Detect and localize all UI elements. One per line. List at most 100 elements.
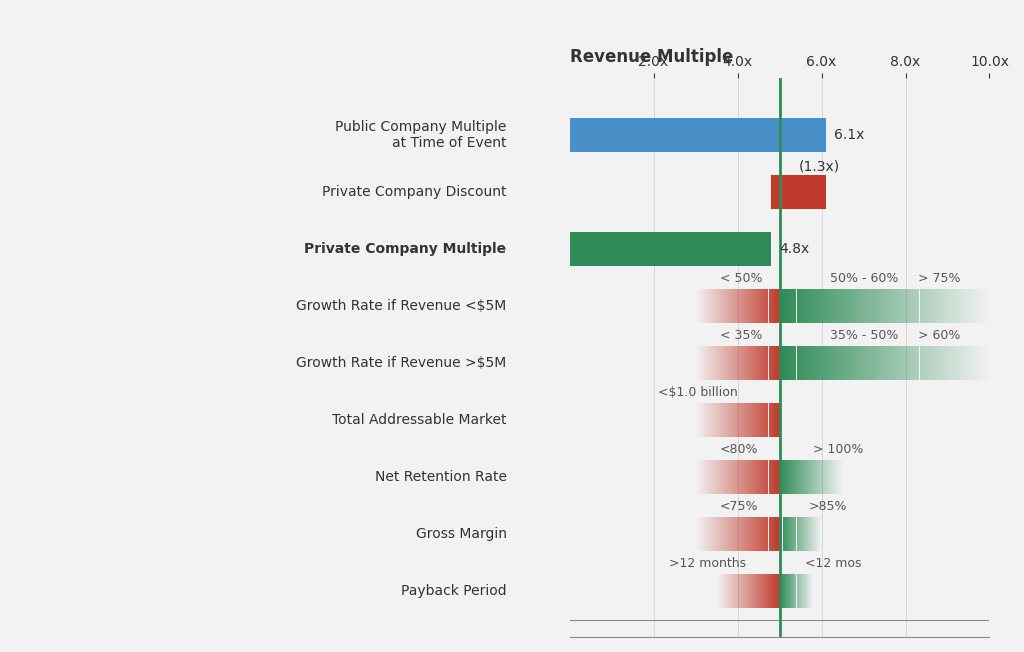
Bar — [785, 346, 788, 380]
Bar — [811, 346, 813, 380]
Bar — [843, 346, 845, 380]
Bar — [983, 289, 985, 323]
Bar — [975, 289, 977, 323]
Bar — [979, 346, 981, 380]
Bar — [809, 346, 811, 380]
Text: > 100%: > 100% — [813, 443, 863, 456]
Bar — [947, 346, 949, 380]
Bar — [888, 346, 890, 380]
Bar — [909, 289, 911, 323]
Bar — [890, 289, 892, 323]
Bar — [813, 289, 815, 323]
Text: Private Company Multiple: Private Company Multiple — [304, 243, 507, 256]
Bar — [866, 346, 868, 380]
Bar — [793, 346, 795, 380]
Bar — [880, 289, 882, 323]
Text: >85%: >85% — [809, 499, 848, 512]
Bar — [957, 346, 959, 380]
Text: 6.1x: 6.1x — [835, 128, 864, 142]
Bar — [852, 346, 854, 380]
Bar — [886, 289, 888, 323]
Bar — [833, 289, 835, 323]
Bar — [971, 289, 973, 323]
Bar — [569, 118, 825, 153]
Bar — [981, 346, 983, 380]
Bar — [941, 289, 943, 323]
Bar — [799, 346, 801, 380]
Bar — [907, 346, 909, 380]
Bar — [900, 289, 902, 323]
Bar — [824, 289, 826, 323]
Bar — [911, 346, 913, 380]
Bar — [975, 346, 977, 380]
Bar — [928, 346, 930, 380]
Bar — [911, 289, 913, 323]
Bar — [915, 289, 918, 323]
Text: > 60%: > 60% — [919, 329, 961, 342]
Bar — [953, 289, 955, 323]
Bar — [981, 289, 983, 323]
Bar — [845, 346, 848, 380]
Bar — [872, 346, 874, 380]
Bar — [781, 289, 783, 323]
Bar — [835, 289, 837, 323]
Bar — [959, 346, 962, 380]
Bar — [866, 289, 868, 323]
Bar — [924, 346, 926, 380]
Bar — [977, 289, 979, 323]
Bar — [953, 346, 955, 380]
Bar — [864, 346, 866, 380]
Bar — [828, 289, 830, 323]
Bar — [878, 346, 880, 380]
Bar — [818, 289, 820, 323]
Bar — [943, 289, 945, 323]
Bar — [822, 346, 824, 380]
Bar — [886, 346, 888, 380]
Bar — [771, 175, 825, 209]
Bar — [939, 289, 941, 323]
Bar — [860, 346, 862, 380]
Text: Public Company Multiple
at Time of Event: Public Company Multiple at Time of Event — [335, 120, 507, 151]
Bar — [795, 346, 797, 380]
Bar — [781, 346, 783, 380]
Bar — [949, 289, 951, 323]
Bar — [805, 289, 807, 323]
Bar — [932, 289, 934, 323]
Bar — [872, 289, 874, 323]
Bar — [864, 289, 866, 323]
Text: Total Addressable Market: Total Addressable Market — [332, 413, 507, 427]
Bar — [962, 346, 964, 380]
Bar — [852, 289, 854, 323]
Bar — [896, 289, 898, 323]
Bar — [791, 289, 793, 323]
Bar — [868, 346, 870, 380]
Bar — [913, 346, 915, 380]
Bar — [837, 289, 839, 323]
Bar — [856, 289, 858, 323]
Bar — [820, 346, 822, 380]
Bar — [854, 289, 856, 323]
Bar — [824, 346, 826, 380]
Bar — [951, 346, 953, 380]
Bar — [918, 289, 920, 323]
Bar — [959, 289, 962, 323]
Text: <80%: <80% — [720, 443, 759, 456]
Bar — [785, 289, 788, 323]
Bar — [909, 346, 911, 380]
Text: >12 months: >12 months — [669, 557, 745, 570]
Text: Growth Rate if Revenue >$5M: Growth Rate if Revenue >$5M — [296, 357, 507, 370]
Bar — [882, 289, 884, 323]
Text: <75%: <75% — [720, 499, 759, 512]
Text: 4.8x: 4.8x — [779, 243, 810, 256]
Text: Growth Rate if Revenue <$5M: Growth Rate if Revenue <$5M — [296, 299, 507, 314]
Bar — [569, 232, 771, 267]
Bar — [913, 289, 915, 323]
Bar — [797, 289, 799, 323]
Text: 50% - 60%: 50% - 60% — [829, 272, 898, 285]
Bar — [801, 346, 803, 380]
Bar — [977, 346, 979, 380]
Bar — [858, 346, 860, 380]
Bar — [900, 346, 902, 380]
Bar — [822, 289, 824, 323]
Text: <$1.0 billion: <$1.0 billion — [657, 386, 737, 398]
